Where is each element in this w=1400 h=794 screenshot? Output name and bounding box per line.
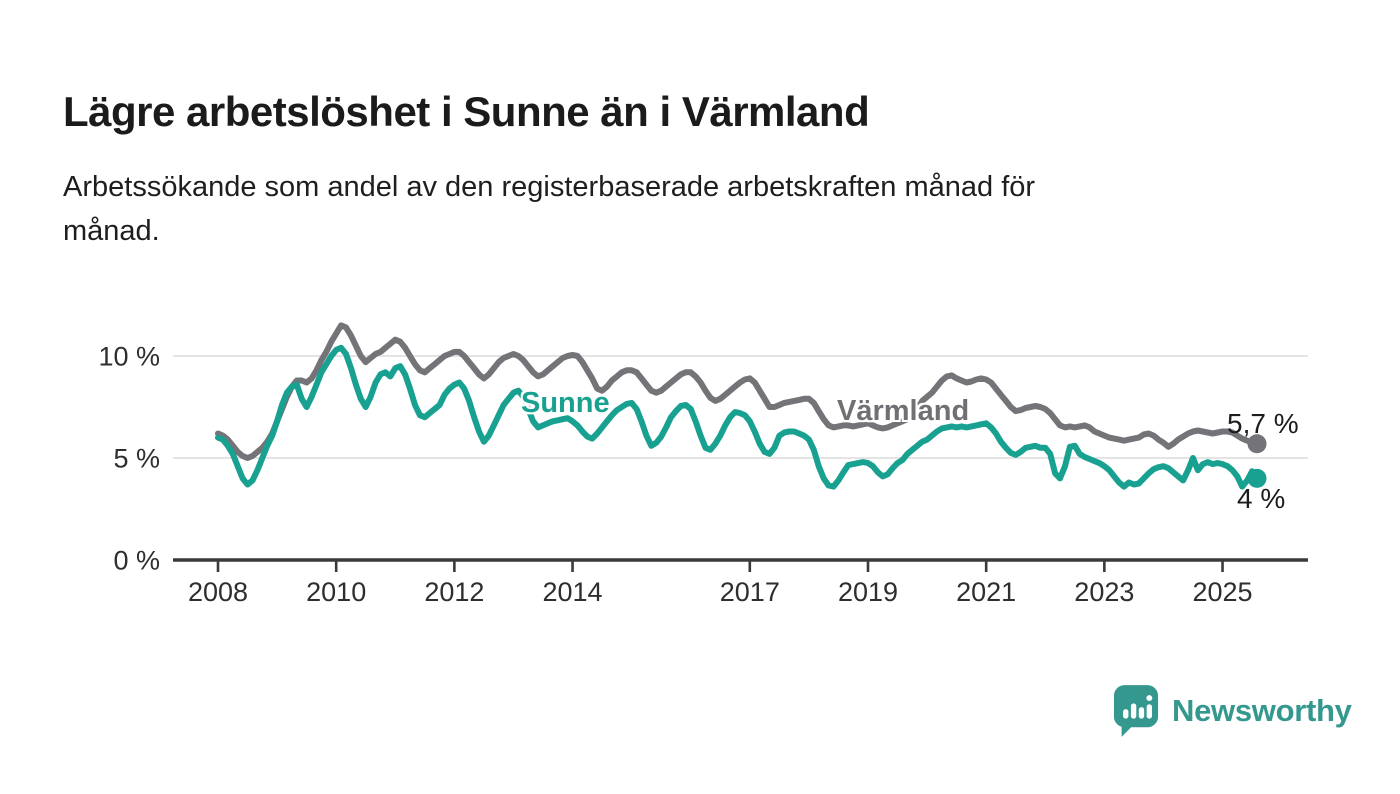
- x-tick-label-2008: 2008: [188, 577, 248, 607]
- end-value-label-sunne: 4 %: [1237, 483, 1286, 514]
- series-label-varmland: Värmland: [837, 395, 970, 427]
- x-tick-label-2021: 2021: [956, 577, 1016, 607]
- end-dot-vrmland: [1247, 434, 1267, 454]
- series-line-sunne: [215, 344, 1260, 490]
- x-tick-label-2023: 2023: [1074, 577, 1134, 607]
- x-tick-label-2017: 2017: [720, 577, 780, 607]
- brand-name: Newsworthy: [1172, 692, 1352, 728]
- chart-subtitle-line1: Arbetssökande som andel av den registerb…: [63, 171, 1036, 203]
- x-tick-label-2019: 2019: [838, 577, 898, 607]
- y-tick-label-10: 10 %: [98, 342, 160, 372]
- y-tick-label-5: 5 %: [113, 444, 160, 474]
- x-tick-label-2010: 2010: [306, 577, 366, 607]
- end-value-label-varmland: 5,7 %: [1227, 408, 1299, 439]
- x-tick-label-2014: 2014: [543, 577, 603, 607]
- series-label-sunne: Sunne: [521, 387, 610, 419]
- page-title: Lägre arbetslöshet i Sunne än i Värmland: [63, 88, 870, 136]
- x-tick-label-2012: 2012: [424, 577, 484, 607]
- newsworthy-logo: Newsworthy: [1113, 684, 1352, 737]
- chart-subtitle-line2: månad.: [63, 215, 160, 247]
- newsworthy-bubble-chart-icon: [1113, 685, 1159, 737]
- x-tick-label-2025: 2025: [1192, 577, 1252, 607]
- series-line-vrmland: [215, 322, 1260, 461]
- end-dot-sunne: [1247, 468, 1267, 488]
- chart-subtitle: Arbetssökande som andel av den registerb…: [63, 165, 1035, 253]
- y-tick-label-0: 0 %: [113, 546, 160, 576]
